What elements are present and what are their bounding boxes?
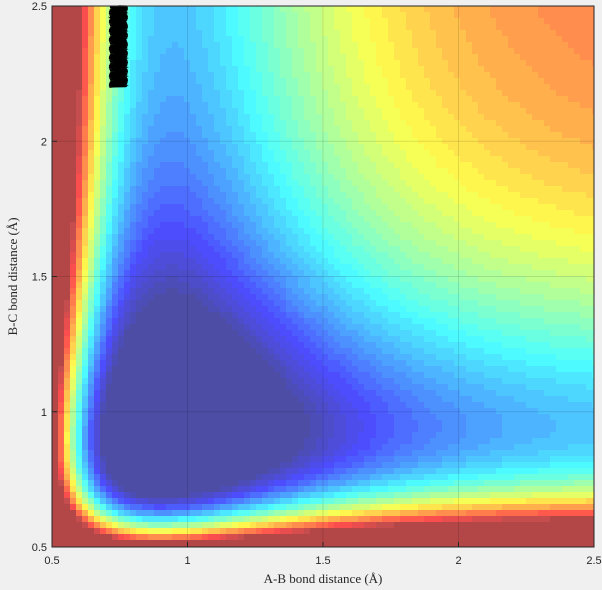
- x-tick-label: 1.5: [315, 555, 330, 567]
- trajectory: [107, 5, 129, 88]
- x-tick-label: 2: [455, 555, 461, 567]
- x-axis-label: A-B bond distance (Å): [264, 571, 383, 586]
- x-tick-label: 0.5: [44, 555, 59, 567]
- y-tick-label: 1: [41, 407, 47, 419]
- y-ticks: 0.5 1 1.5 2 2.5: [32, 1, 57, 554]
- grid: [52, 6, 594, 547]
- x-tick-label: 1: [184, 555, 190, 567]
- y-tick-label: 1.5: [32, 272, 47, 284]
- trajectory-path: [107, 5, 129, 88]
- x-ticks: 0.5 1 1.5 2 2.5: [44, 542, 602, 567]
- y-tick-label: 2.5: [32, 1, 47, 13]
- y-axis-label: B-C bond distance (Å): [5, 217, 20, 335]
- plot-area: [52, 6, 595, 548]
- y-tick-label: 0.5: [32, 542, 47, 554]
- y-tick-label: 2: [41, 136, 47, 148]
- x-tick-label: 2.5: [586, 555, 601, 567]
